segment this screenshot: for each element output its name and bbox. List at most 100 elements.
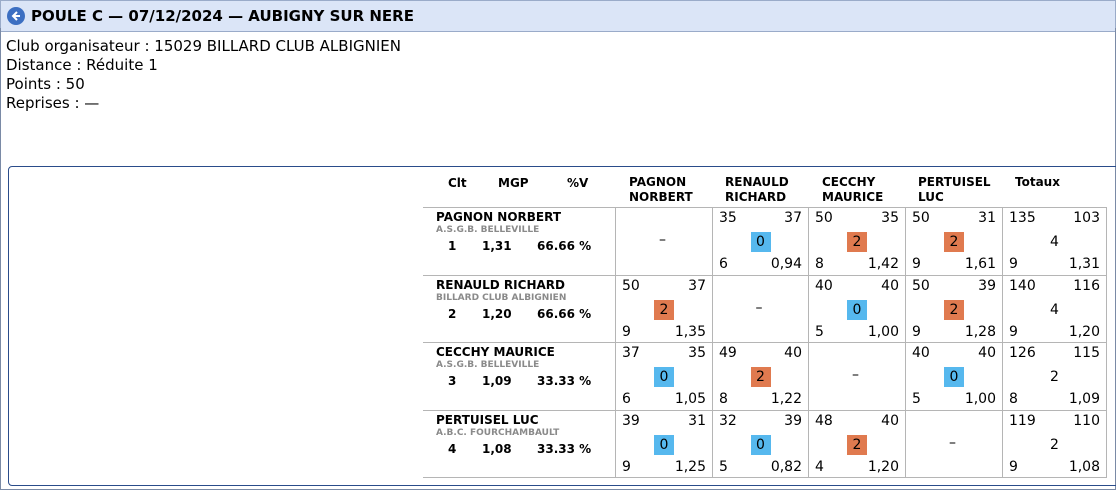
header-pct-victories: %V	[567, 176, 589, 190]
match-cell-opponent-points: 31	[978, 210, 996, 226]
player-name: PAGNON NORBERT	[436, 210, 562, 224]
grid-line	[423, 275, 1107, 276]
grid-line	[423, 477, 1107, 478]
match-cell-reprises: 5	[815, 324, 824, 340]
match-cell-reprises: 5	[912, 391, 921, 407]
grid-line	[905, 207, 906, 478]
reprises: Reprises : —	[6, 94, 100, 112]
match-cell-opponent-points: 40	[978, 345, 996, 361]
player-name: CECCHY MAURICE	[436, 345, 555, 359]
match-cell-score: 0	[750, 232, 771, 252]
header-opponent-1: PAGNON NORBERT	[629, 175, 693, 204]
grid-line	[423, 207, 1107, 208]
match-cell-average: 1,00	[964, 391, 996, 407]
match-cell-reprises: 9	[912, 256, 921, 272]
self-match-dash: –	[755, 300, 763, 316]
match-cell-points: 48	[815, 413, 833, 429]
page-title: POULE C — 07/12/2024 — AUBIGNY SUR NERE	[31, 7, 414, 25]
player-mgp: 1,20	[482, 307, 512, 321]
match-cell-average: 0,82	[770, 459, 802, 475]
match-cell-reprises: 9	[912, 324, 921, 340]
player-rank: 3	[448, 374, 457, 388]
header-opponent-3: CECCHY MAURICE	[822, 175, 884, 204]
match-cell-score: 2	[847, 435, 867, 455]
totals-cell-opponent-points: 110	[1073, 413, 1100, 429]
player-mgp: 1,09	[482, 374, 512, 388]
match-cell-opponent-points: 35	[688, 345, 706, 361]
match-cell-score: 2	[944, 300, 964, 320]
player-name: PERTUISEL LUC	[436, 413, 539, 427]
match-cell-score: 2	[847, 232, 867, 252]
self-match-dash: –	[659, 232, 666, 248]
totals-cell-score: 2	[1050, 437, 1059, 453]
match-cell-points: 32	[719, 413, 737, 429]
grid-line	[423, 342, 1107, 343]
player-rank: 1	[448, 239, 457, 253]
match-cell-reprises: 8	[815, 256, 824, 272]
match-cell-opponent-points: 39	[978, 278, 996, 294]
totals-cell-points: 140	[1009, 278, 1036, 294]
totals-cell-average: 1,08	[1068, 459, 1100, 475]
player-pct-victories: 66.66 %	[537, 307, 592, 321]
totals-cell-opponent-points: 103	[1073, 210, 1100, 226]
match-cell-score: 0	[847, 300, 867, 320]
match-cell-opponent-points: 40	[881, 278, 899, 294]
player-club: A.S.G.B. BELLEVILLE	[436, 225, 540, 235]
grid-line	[423, 410, 1107, 411]
player-rank: 2	[448, 307, 457, 321]
tournament-info: Club organisateur : 15029 BILLARD CLUB A…	[6, 37, 401, 113]
match-cell-score: 2	[750, 367, 771, 387]
match-cell-average: 1,00	[867, 324, 899, 340]
header-mgp: MGP	[498, 176, 529, 190]
match-cell-reprises: 6	[719, 256, 728, 272]
self-match-dash: –	[852, 367, 859, 383]
totals-cell-reprises: 8	[1009, 391, 1018, 407]
totals-cell-opponent-points: 116	[1073, 278, 1100, 294]
header-clt: Clt	[448, 176, 467, 190]
match-cell-points: 50	[912, 278, 930, 294]
totals-cell-score: 4	[1050, 234, 1059, 250]
player-rank: 4	[448, 442, 457, 456]
title-bar: POULE C — 07/12/2024 — AUBIGNY SUR NERE	[0, 0, 1116, 32]
totals-cell-opponent-points: 115	[1073, 345, 1100, 361]
player-pct-victories: 33.33 %	[537, 442, 592, 456]
match-cell-points: 40	[815, 278, 833, 294]
match-cell-opponent-points: 31	[688, 413, 706, 429]
header-opponent-4: PERTUISEL LUC	[918, 175, 991, 204]
match-cell-opponent-points: 40	[784, 345, 802, 361]
match-cell-opponent-points: 35	[881, 210, 899, 226]
totals-cell-reprises: 9	[1009, 459, 1018, 475]
totals-cell-reprises: 9	[1009, 324, 1018, 340]
match-cell-score: 0	[750, 435, 771, 455]
grid-line	[615, 207, 616, 478]
totals-cell-points: 119	[1009, 413, 1036, 429]
player-club: BILLARD CLUB ALBIGNIEN	[436, 293, 567, 303]
grid-line	[712, 207, 713, 478]
player-name: RENAULD RICHARD	[436, 278, 565, 292]
match-cell-reprises: 9	[622, 459, 631, 475]
match-cell-points: 50	[912, 210, 930, 226]
player-pct-victories: 66.66 %	[537, 239, 592, 253]
points: Points : 50	[6, 75, 85, 93]
match-cell-average: 1,42	[867, 256, 899, 272]
match-cell-opponent-points: 37	[784, 210, 802, 226]
back-arrow-icon[interactable]	[7, 7, 25, 25]
match-cell-points: 37	[622, 345, 640, 361]
totals-cell-average: 1,09	[1068, 391, 1100, 407]
player-pct-victories: 33.33 %	[537, 374, 592, 388]
totals-cell-reprises: 9	[1009, 256, 1018, 272]
player-club: A.S.G.B. BELLEVILLE	[436, 360, 540, 370]
match-cell-score: 0	[654, 367, 674, 387]
grid-line	[1106, 207, 1107, 478]
totals-cell-score: 4	[1050, 302, 1059, 318]
match-cell-score: 2	[654, 300, 674, 320]
match-cell-points: 39	[622, 413, 640, 429]
totals-cell-points: 126	[1009, 345, 1036, 361]
match-cell-average: 1,61	[964, 256, 996, 272]
match-cell-points: 50	[815, 210, 833, 226]
player-mgp: 1,31	[482, 239, 512, 253]
match-cell-opponent-points: 37	[688, 278, 706, 294]
totals-cell-average: 1,20	[1068, 324, 1100, 340]
match-cell-average: 1,05	[674, 391, 706, 407]
header-totaux: Totaux	[1015, 175, 1060, 189]
